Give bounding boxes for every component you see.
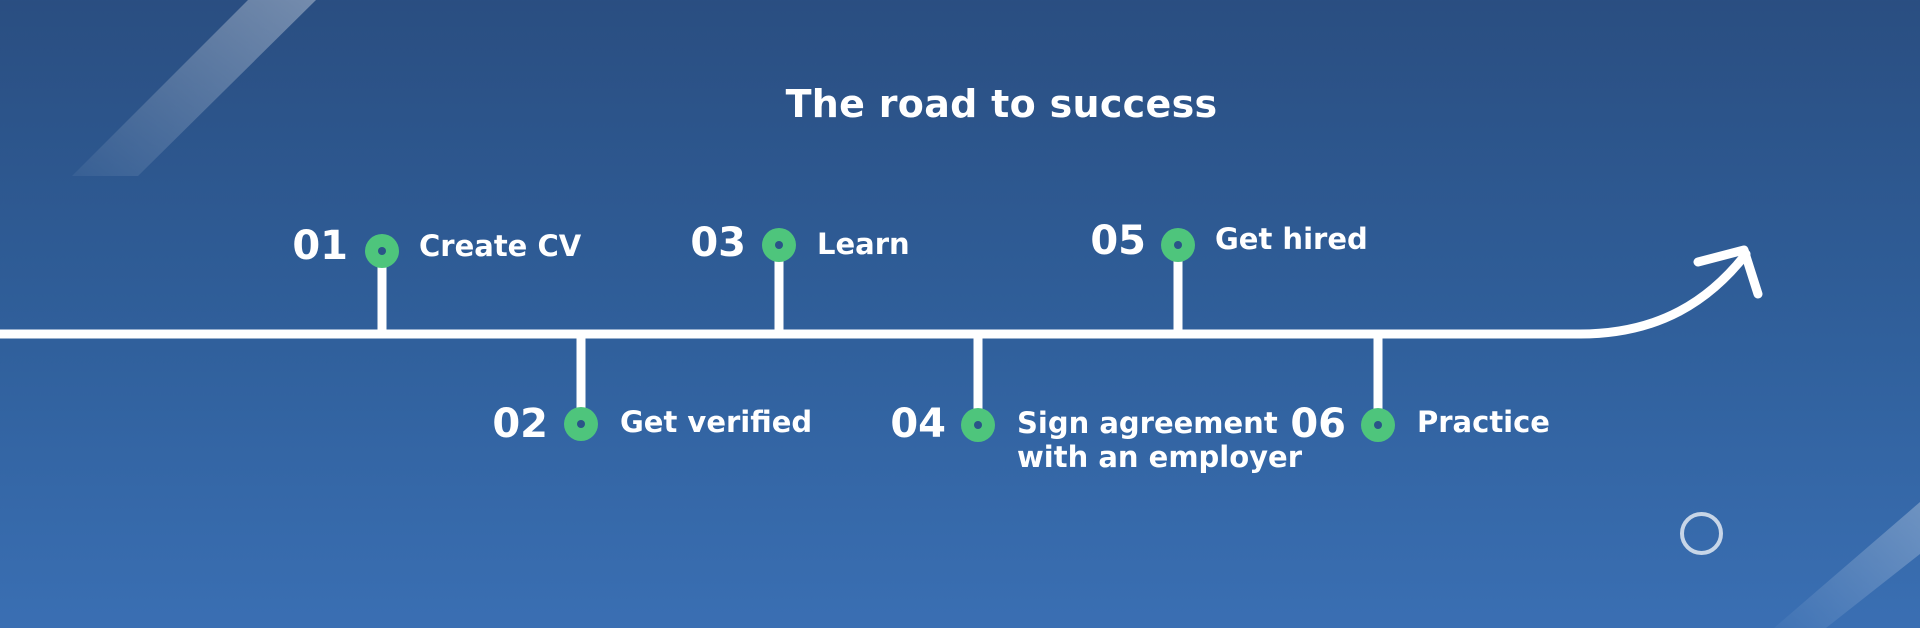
decorative-stripe-bottom bbox=[1774, 502, 1920, 628]
page-title: The road to success bbox=[785, 82, 1218, 126]
step-label: Create CV bbox=[419, 229, 582, 263]
step-label: Get verified bbox=[620, 405, 813, 439]
step-number: 06 bbox=[1290, 401, 1346, 447]
step-label: Practice bbox=[1417, 405, 1550, 439]
step-dot-icon bbox=[1361, 408, 1395, 442]
step-label: Sign agreement with an employer bbox=[1017, 406, 1302, 474]
step-label: Learn bbox=[817, 227, 910, 261]
step-dot-icon bbox=[961, 408, 995, 442]
step-number: 01 bbox=[292, 223, 348, 269]
decorative-stripe-top bbox=[72, 0, 316, 176]
step-dot-icon bbox=[762, 228, 796, 262]
step-number: 02 bbox=[492, 401, 548, 447]
step-label-line-1: Sign agreement bbox=[1017, 406, 1278, 440]
step-dot-icon bbox=[564, 407, 598, 441]
circle-icon bbox=[1680, 512, 1723, 555]
arrow-icon bbox=[1693, 245, 1763, 299]
step-label: Get hired bbox=[1215, 222, 1368, 256]
step-label-line-2: with an employer bbox=[1017, 440, 1303, 474]
step-dot-icon bbox=[1161, 228, 1195, 262]
step-number: 04 bbox=[890, 401, 946, 447]
step-number: 05 bbox=[1090, 218, 1146, 264]
step-dot-icon bbox=[365, 234, 399, 268]
step-number: 03 bbox=[690, 220, 746, 266]
